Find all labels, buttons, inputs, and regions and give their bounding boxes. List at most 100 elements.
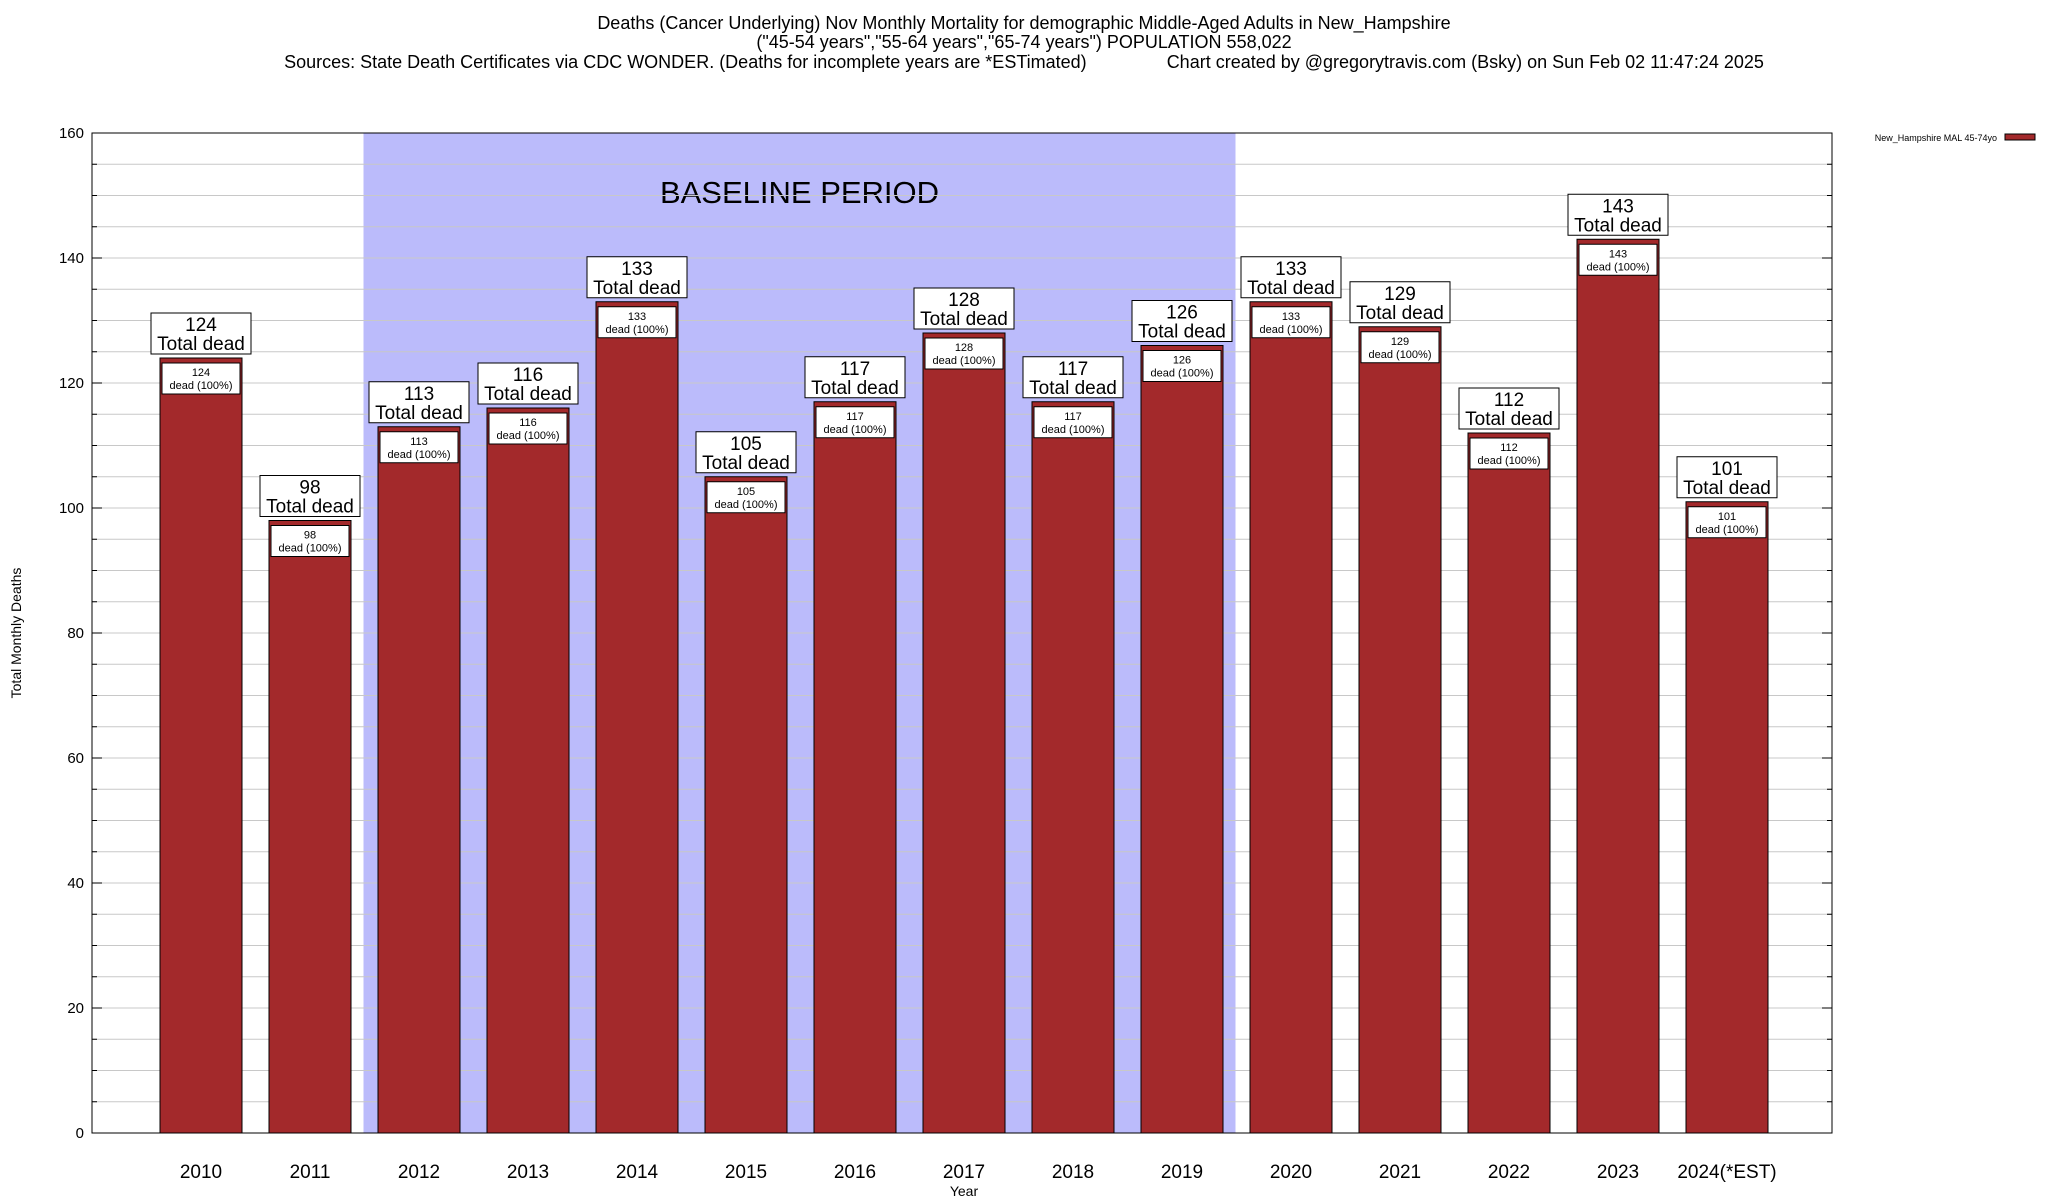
inner-label-text: dead (100%) [1696,524,1759,536]
top-label-box [1240,256,1342,299]
top-label-box [913,287,1015,330]
x-tick-label: 2011 [290,1162,331,1183]
x-tick-label: 2010 [180,1162,222,1183]
legend: New_Hampshire MAL 45-74yo [1875,133,2036,143]
x-tick-label: 2019 [1161,1162,1203,1183]
bar [1358,326,1442,1134]
inner-label-box [1469,437,1549,470]
top-label-value: 126 [1166,303,1198,324]
inner-label-value: 105 [737,486,755,498]
inner-label-text: dead (100%) [388,449,451,461]
bar [159,357,243,1134]
top-label-value: 112 [1494,390,1524,411]
inner-label-value: 128 [955,342,973,354]
inner-label-box [924,337,1004,370]
inner-label-box [1578,243,1658,276]
top-label-value: 101 [1711,459,1743,480]
inner-label-box [815,406,895,439]
chart-sources-line: Sources: State Death Certificates via CD… [0,52,2048,72]
x-tick-label: 2016 [834,1162,876,1183]
bar [1576,238,1660,1134]
top-label-value: 133 [1275,259,1307,280]
top-label-box [477,362,579,405]
chart-sources: Sources: State Death Certificates via CD… [284,52,1087,72]
bar [1031,401,1115,1134]
top-label-box [1567,193,1669,236]
chart-subtitle: ("45-54 years","55-64 years","65-74 year… [756,32,1292,52]
top-label-text: Total dead [702,453,790,474]
y-tick-label: 0 [76,1125,84,1142]
top-label-box [1676,456,1778,499]
x-tick-label: 2015 [725,1162,767,1183]
top-label-value: 128 [948,290,980,311]
top-label-text: Total dead [1683,478,1771,499]
baseline-label: BASELINE PERIOD [660,175,939,210]
top-label-text: Total dead [1465,409,1553,430]
top-label-value: 116 [513,365,543,386]
top-label-value: 143 [1602,196,1634,217]
x-tick-label: 2022 [1488,1162,1530,1183]
inner-label-box [597,306,677,339]
top-label-box [586,256,688,299]
top-label-text: Total dead [157,334,245,355]
top-label-text: Total dead [266,497,354,518]
top-label-box [804,356,906,399]
chart-title: Deaths (Cancer Underlying) Nov Monthly M… [597,13,1451,33]
inner-label-text: dead (100%) [1151,368,1214,380]
x-tick-label: 2012 [398,1162,440,1183]
chart-credit: Chart created by @gregorytravis.com (Bsk… [1166,52,1764,72]
inner-label-text: dead (100%) [1042,424,1105,436]
top-label-value: 98 [299,478,320,499]
top-label-text: Total dead [1247,278,1335,299]
inner-label-box [1251,306,1331,339]
x-tick-label: 2014 [616,1162,659,1183]
inner-label-box [706,481,786,514]
top-label-text: Total dead [1356,303,1444,324]
top-label-box [368,381,470,424]
top-label-text: Total dead [811,378,899,399]
bar [595,301,679,1134]
y-tick-label: 120 [59,375,84,392]
y-tick-label: 40 [67,875,84,892]
bar [377,426,461,1134]
inner-label-value: 124 [192,367,210,379]
inner-label-value: 133 [628,311,646,323]
y-tick-label: 80 [67,625,84,642]
bars [159,238,1769,1134]
inner-label-text: dead (100%) [1478,455,1541,467]
inner-label-value: 129 [1391,336,1409,348]
inner-label-box [379,431,459,464]
inner-label-text: dead (100%) [606,324,669,336]
top-label-text: Total dead [593,278,681,299]
inner-label-value: 143 [1609,248,1627,260]
inner-label-box [161,362,241,395]
y-tick-label: 60 [67,750,84,767]
legend-swatch [2004,133,2036,141]
x-tick-label: 2017 [943,1162,985,1183]
top-label-text: Total dead [1574,215,1662,236]
y-tick-label: 140 [59,250,84,267]
inner-label-value: 113 [410,436,428,448]
bar [704,476,788,1134]
top-label-box [695,431,797,474]
inner-label-box [270,525,350,557]
top-label-text: Total dead [1138,322,1226,343]
top-label-text: Total dead [375,403,463,424]
inner-label-box [488,412,568,445]
top-label-box [1349,281,1451,324]
inner-label-text: dead (100%) [824,424,887,436]
plot-frame [91,132,1833,1134]
bar [1249,301,1333,1134]
inner-label-text: dead (100%) [1587,261,1650,273]
bar [268,520,352,1134]
x-tick-label: 2018 [1052,1162,1094,1183]
inner-label-text: dead (100%) [1260,324,1323,336]
top-label-box [1458,387,1560,430]
inner-label-box [1360,331,1440,364]
bar [1467,432,1551,1134]
inner-label-text: dead (100%) [715,499,778,511]
top-label-value: 105 [730,434,762,455]
inner-label-text: dead (100%) [497,430,560,442]
